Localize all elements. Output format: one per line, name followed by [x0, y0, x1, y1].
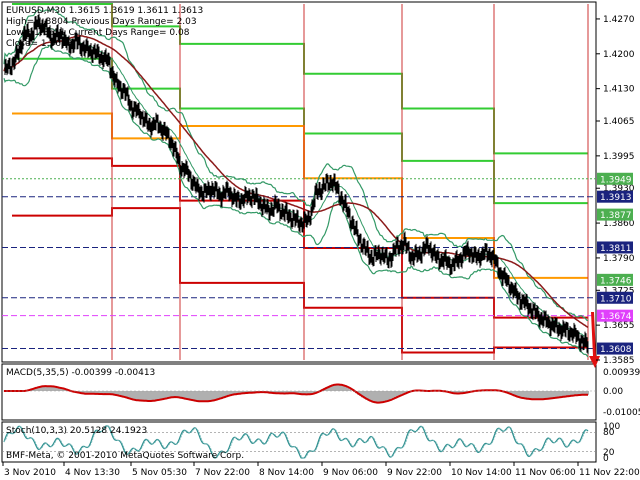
down-arrow-icon	[589, 312, 600, 368]
level-tag-label: 1.3949	[600, 175, 632, 185]
stoch-tick-label: 0	[603, 454, 609, 464]
level-tag-background	[597, 190, 633, 203]
level-tag-background	[597, 241, 633, 254]
macd-indicator	[2, 383, 596, 404]
price-tick-label: 1.3995	[603, 152, 635, 162]
time-tick-label: 11 Nov 22:00	[579, 468, 640, 478]
price-tick-label: 1.3725	[603, 286, 635, 296]
price-tick-label: 1.4200	[603, 50, 635, 60]
price-tick-label: 1.4065	[603, 117, 635, 127]
macd-title: MACD(5,35,5) -0.00399 -0.00413	[6, 368, 155, 378]
level-tag-background	[597, 172, 633, 185]
bollinger-lower	[3, 44, 589, 358]
close-label: Close= 1.3613	[6, 39, 72, 49]
macd-signal-line	[4, 383, 588, 404]
candlesticks	[4, 13, 589, 355]
symbol-ohlc-label: EURUSD,M30 1.3615 1.3619 1.3611 1.3613	[6, 6, 203, 16]
stoch-tick-label: 20	[603, 448, 615, 458]
stoch-tick-label: 100	[603, 422, 620, 432]
stoch-signal-line	[3, 425, 589, 459]
macd-tick-label: 0.00	[603, 387, 623, 397]
level-tag-background	[597, 291, 633, 304]
low-range-label: Low= 1.3611 Current Days Range= 0.08	[6, 28, 190, 38]
price-axis: 1.4270 1.4200 1.4130 1.4065 1.3995 1.3930 1.38…	[596, 15, 635, 366]
level-tag-label: 1.3710	[600, 294, 632, 304]
time-tick-label: 9 Nov 06:00	[323, 468, 378, 478]
time-tick-label: 11 Nov 06:00	[515, 468, 576, 478]
level-tag-label: 1.3811	[600, 244, 632, 254]
level-tag-background	[597, 309, 633, 322]
stoch-title: Stoch(10,3,3) 20.5128 24.1923	[6, 426, 147, 436]
price-tick-label: 1.3930	[603, 184, 635, 194]
level-tag-background	[597, 273, 633, 286]
stoch-tick-label: 80	[603, 428, 615, 438]
level-tag-background	[597, 208, 633, 221]
price-tick-label: 1.3655	[603, 321, 635, 331]
stochastic-indicator	[2, 425, 596, 459]
level-tag-label: 1.3913	[600, 193, 632, 203]
macd-tick-label: 0.00939	[603, 368, 640, 378]
level-tag-background	[597, 342, 633, 355]
level-tag-label: 1.3746	[600, 276, 632, 286]
time-axis: 3 Nov 2010 4 Nov 13:30 5 Nov 05:30 7 Nov 22…	[2, 462, 640, 478]
level-tag-label: 1.3674	[600, 312, 632, 322]
copyright-watermark: BMF-Meta, © 2001-2010 MetaQuotes Softwar…	[6, 451, 244, 461]
time-tick-label: 7 Nov 22:00	[195, 468, 250, 478]
bollinger-upper	[3, 8, 588, 321]
horizontal-level-lines	[2, 178, 596, 350]
time-tick-label: 5 Nov 05:30	[132, 468, 187, 478]
time-tick-label: 4 Nov 13:30	[65, 468, 120, 478]
level-tag-label: 1.3877	[600, 211, 632, 221]
time-tick-label: 8 Nov 14:00	[259, 468, 314, 478]
level-tag-label: 1.3608	[600, 345, 632, 355]
price-tick-label: 1.3790	[603, 254, 635, 264]
time-tick-label: 3 Nov 2010	[4, 468, 56, 478]
price-tick-label: 1.3585	[603, 356, 635, 366]
price-tick-label: 1.3860	[603, 219, 635, 229]
time-tick-label: 10 Nov 14:00	[451, 468, 512, 478]
down-arrow-icon	[589, 312, 600, 368]
macd-axis: 0.00939 0.00 -0.01005	[603, 368, 640, 418]
price-tick-label: 1.4270	[603, 15, 635, 25]
time-tick-label: 9 Nov 22:00	[387, 468, 442, 478]
high-range-label: High= 1.3804 Previous Days Range= 2.03	[6, 17, 197, 27]
level-price-tags: 1.3949 1.3913 1.3877 1.3811 1.3746 1.3710 1.36…	[597, 172, 633, 355]
macd-tick-label: -0.01005	[603, 408, 640, 418]
price-tick-label: 1.4130	[603, 85, 635, 95]
